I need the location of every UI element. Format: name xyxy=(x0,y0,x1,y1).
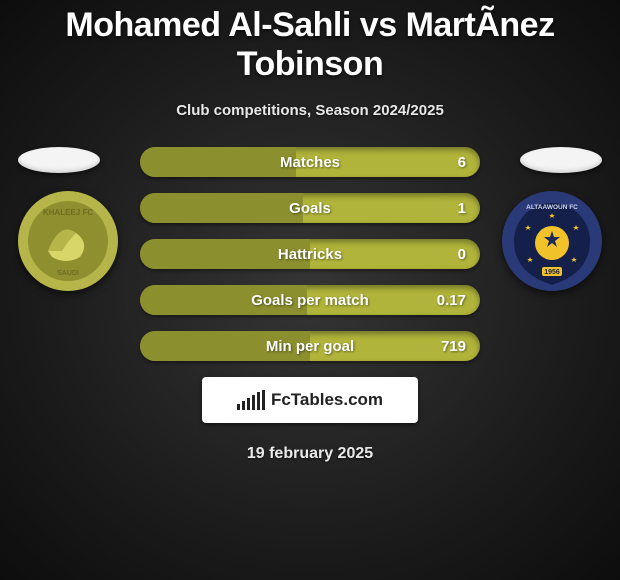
brand-bar xyxy=(257,392,260,410)
stat-label: Goals xyxy=(140,193,480,223)
svg-text:KHALEEJ FC: KHALEEJ FC xyxy=(43,208,93,217)
stat-label: Goals per match xyxy=(140,285,480,315)
page-title: Mohamed Al-Sahli vs MartÃ­nez Tobinson xyxy=(0,0,620,84)
stat-value-right: 0 xyxy=(458,239,466,269)
brand-bar xyxy=(242,401,245,410)
stat-value-right: 1 xyxy=(458,193,466,223)
stat-label: Hattricks xyxy=(140,239,480,269)
brand-bars-icon xyxy=(237,390,265,410)
stat-label: Min per goal xyxy=(140,331,480,361)
stat-row: Matches6 xyxy=(140,147,480,177)
stat-row: Goals per match0.17 xyxy=(140,285,480,315)
stat-row: Hattricks0 xyxy=(140,239,480,269)
stat-value-right: 0.17 xyxy=(437,285,466,315)
stat-label: Matches xyxy=(140,147,480,177)
brand-bar xyxy=(247,398,250,410)
brand-badge: FcTables.com xyxy=(202,377,418,423)
stat-row: Goals1 xyxy=(140,193,480,223)
player-right-photo-placeholder xyxy=(520,147,602,173)
stat-value-right: 6 xyxy=(458,147,466,177)
subtitle: Club competitions, Season 2024/2025 xyxy=(0,102,620,119)
club-right-badge: ALTAAWOUN FC 1956 xyxy=(502,191,602,291)
svg-text:1956: 1956 xyxy=(544,269,560,276)
brand-text: FcTables.com xyxy=(271,390,383,410)
vs-text: vs xyxy=(360,6,397,44)
footer-date: 19 february 2025 xyxy=(0,445,620,463)
svg-text:SAUDI: SAUDI xyxy=(57,270,79,277)
stat-row: Min per goal719 xyxy=(140,331,480,361)
svg-text:ALTAAWOUN FC: ALTAAWOUN FC xyxy=(526,204,578,211)
brand-bar xyxy=(237,404,240,410)
comparison-area: KHALEEJ FC SAUDI ALTAAWOUN FC 1956 Match… xyxy=(0,147,620,361)
player-left-name: Mohamed Al-Sahli xyxy=(65,6,350,44)
brand-bar xyxy=(262,390,265,410)
brand-bar xyxy=(252,395,255,410)
player-left-photo-placeholder xyxy=(18,147,100,173)
stats-list: Matches6Goals1Hattricks0Goals per match0… xyxy=(140,147,480,361)
stat-value-right: 719 xyxy=(441,331,466,361)
club-left-badge: KHALEEJ FC SAUDI xyxy=(18,191,118,291)
